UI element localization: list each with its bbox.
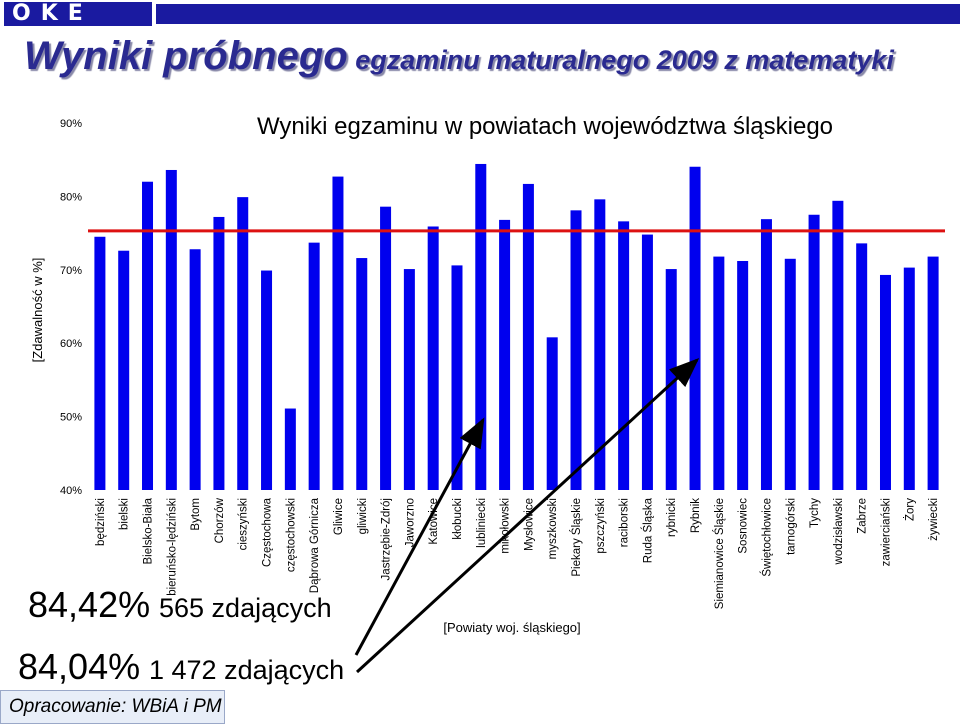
- x-tick-label: gliwicki: [357, 498, 369, 534]
- x-tick-label: Jaworzno: [404, 498, 416, 547]
- bar: [380, 206, 392, 490]
- bar: [189, 249, 201, 490]
- x-tick-label: Gliwice: [333, 498, 345, 535]
- page-title: Wyniki próbnego egzaminu maturalnego 200…: [24, 34, 894, 79]
- bar: [261, 270, 273, 490]
- bar: [427, 226, 439, 490]
- bar: [118, 250, 130, 490]
- annotation-1: 84,42% 565 zdających: [28, 584, 332, 626]
- x-tick-label: pszczyński: [595, 498, 607, 554]
- bar: [737, 260, 749, 490]
- bar: [165, 169, 177, 490]
- x-tick-label: lubliniecki: [476, 498, 488, 548]
- bar: [713, 256, 725, 490]
- bar: [784, 258, 796, 490]
- bar: [499, 219, 511, 490]
- annotation-1-count: 565 zdających: [159, 593, 332, 623]
- x-tick-label: Zabrze: [857, 498, 869, 534]
- x-tick-label: Siemianowice Śląskie: [713, 498, 726, 609]
- x-tick-label: Jastrzębie-Zdrój: [381, 498, 393, 580]
- y-axis-label: [Zdawalność w %]: [30, 258, 45, 363]
- bar: [903, 267, 915, 490]
- bar: [403, 269, 415, 490]
- header-bar: [156, 4, 960, 24]
- annotation-2: 84,04% 1 472 zdających: [18, 646, 344, 688]
- x-tick-label: Chorzów: [214, 497, 226, 543]
- bar: [308, 242, 320, 490]
- bar: [832, 200, 844, 490]
- bar: [237, 197, 249, 490]
- x-tick-label: żywiecki: [928, 498, 940, 541]
- x-tick-label: częstochowski: [285, 498, 297, 572]
- x-tick-label: Częstochowa: [262, 497, 274, 567]
- x-tick-label: Żory: [903, 498, 916, 521]
- x-tick-label: Mysłowice: [523, 498, 535, 551]
- x-tick-label: cieszyński: [238, 498, 250, 550]
- x-tick-label: bieruńsko-lędziński: [166, 498, 178, 596]
- bar: [641, 234, 653, 490]
- x-tick-label: raciborski: [619, 498, 631, 547]
- credit-label: Opracowanie: WBiA i PM: [0, 690, 225, 724]
- bar: [570, 210, 582, 490]
- y-tick-label: 80%: [60, 191, 82, 203]
- x-tick-label: Ruda Śląska: [641, 497, 654, 563]
- x-tick-label: Świętochłowice: [760, 498, 773, 577]
- bar: [356, 258, 368, 490]
- x-tick-label: Bielsko-Biała: [143, 497, 155, 564]
- x-tick-label: myszkowski: [547, 498, 559, 559]
- x-tick-label: Tychy: [809, 498, 821, 528]
- x-tick-label: będziński: [95, 498, 107, 546]
- x-tick-label: Sosnowiec: [738, 498, 750, 554]
- title-rest: egzaminu maturalnego 2009 z matematyki: [347, 45, 894, 75]
- annotation-2-percent: 84,04%: [18, 646, 141, 687]
- bar: [808, 214, 820, 490]
- annotation-2-count: 1 472 zdających: [149, 655, 345, 685]
- bar: [213, 216, 225, 490]
- annotation-1-percent: 84,42%: [28, 584, 151, 625]
- bar: [856, 243, 868, 490]
- bar: [927, 256, 939, 490]
- chart-title: Wyniki egzaminu w powiatach województwa …: [257, 113, 833, 140]
- bar: [475, 163, 487, 490]
- y-tick-label: 70%: [60, 265, 82, 277]
- title-main: Wyniki próbnego: [24, 34, 348, 78]
- bar: [594, 199, 606, 490]
- x-tick-label: zawierciański: [880, 498, 892, 566]
- bar: [879, 274, 891, 490]
- x-tick-label: tarnogórski: [785, 498, 797, 555]
- y-tick-label: 60%: [60, 338, 82, 350]
- x-tick-label: bielski: [119, 498, 131, 530]
- y-tick-label: 50%: [60, 412, 82, 424]
- arrow-pointer-1: [354, 417, 485, 656]
- x-tick-label: kłobucki: [452, 498, 464, 540]
- x-tick-label: Dąbrowa Górnicza: [309, 497, 321, 593]
- x-tick-label: rybnicki: [666, 498, 678, 537]
- bar: [546, 337, 558, 490]
- arrow-pointer-2: [355, 357, 700, 674]
- x-tick-label: Bytom: [190, 498, 202, 531]
- x-tick-label: mikołowski: [500, 498, 512, 554]
- x-tick-label: wodzisławski: [833, 498, 845, 565]
- y-tick-label: 90%: [60, 118, 82, 130]
- bar: [451, 265, 463, 490]
- x-tick-label: Katowice: [428, 498, 440, 545]
- oke-logo: OKE: [4, 2, 152, 26]
- bar: [94, 236, 106, 490]
- bar: [522, 183, 534, 490]
- bar: [332, 176, 344, 490]
- bar: [689, 166, 701, 490]
- x-axis-label: [Powiaty woj. śląskiego]: [443, 620, 580, 635]
- bar: [618, 221, 630, 490]
- y-tick-label: 40%: [60, 485, 82, 497]
- bar: [142, 181, 154, 490]
- x-tick-label: Rybnik: [690, 498, 702, 533]
- x-tick-label: Piekary Śląskie: [570, 498, 583, 577]
- bar: [760, 219, 772, 491]
- bar: [284, 408, 296, 490]
